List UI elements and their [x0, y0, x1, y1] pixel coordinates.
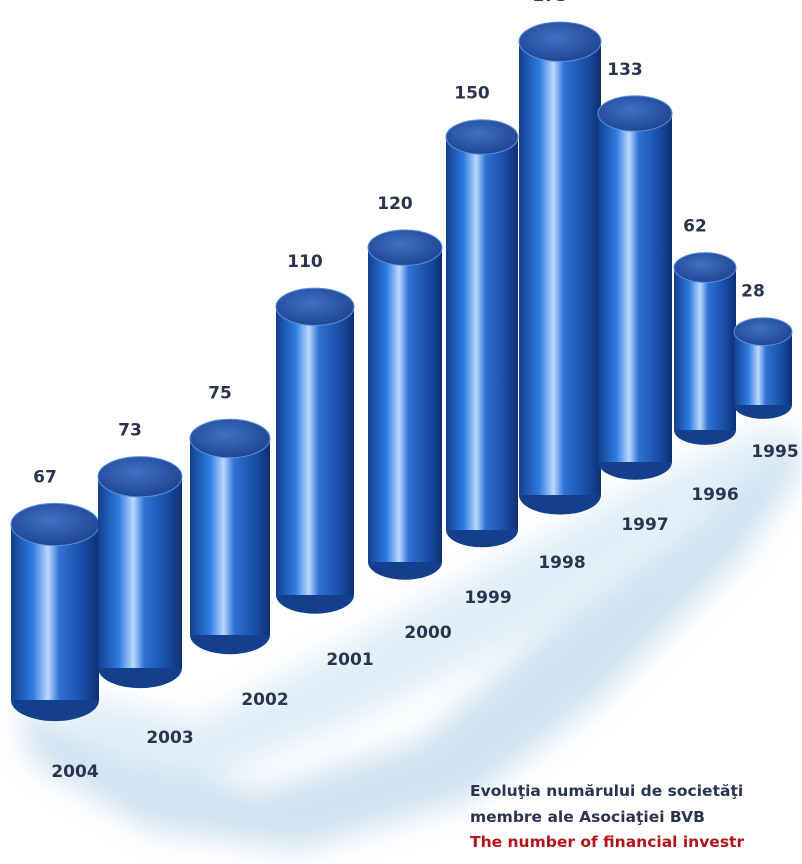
x-tick-label: 1999 — [464, 588, 511, 608]
caption: The number of financial investr — [470, 833, 744, 851]
cylinder-top — [275, 287, 355, 327]
cylinder-top — [673, 252, 737, 283]
bars: 6720047320037520021102001120200015019991… — [10, 0, 799, 782]
cylinder: 67 2004 — [10, 467, 100, 782]
cylinder-top — [445, 119, 519, 155]
cylinder-top — [189, 418, 271, 459]
bar — [368, 247, 442, 562]
cylinder-top — [367, 229, 443, 266]
bar — [674, 267, 736, 430]
value-label: 75 — [208, 383, 232, 403]
x-tick-label: 2001 — [326, 650, 373, 670]
value-label: 120 — [377, 194, 413, 214]
value-label: 150 — [454, 84, 490, 104]
cylinder: 62 1996 — [673, 217, 739, 505]
bar — [98, 476, 182, 668]
x-tick-label: 1998 — [538, 553, 585, 573]
x-tick-label: 1996 — [691, 485, 738, 505]
cylinder: 120 2000 — [367, 194, 452, 643]
cylinder-top — [597, 95, 673, 132]
cylinder: 110 2001 — [275, 252, 374, 670]
bar — [598, 113, 672, 462]
water-reflection — [20, 420, 802, 850]
x-tick-label: 2002 — [241, 690, 288, 710]
cylinder-top — [518, 21, 602, 62]
cylinder-top — [733, 317, 793, 347]
cylinder-top — [97, 456, 183, 498]
bar — [446, 137, 518, 530]
bar — [276, 306, 354, 595]
cylinder: 28 1995 — [733, 282, 799, 462]
value-label: 73 — [118, 421, 142, 441]
cylinder-top — [10, 502, 100, 547]
value-label: 28 — [741, 282, 765, 302]
value-label: 110 — [287, 252, 323, 272]
bar — [11, 524, 99, 700]
value-label: 173 — [532, 0, 568, 6]
x-tick-label: 2003 — [146, 728, 193, 748]
x-tick-label: 1997 — [621, 515, 668, 535]
caption: membre ale Asociaţiei BVB — [470, 808, 705, 826]
cylinder: 150 1999 — [445, 84, 519, 608]
x-tick-label: 2004 — [51, 762, 98, 782]
cylinder: 133 1997 — [597, 60, 673, 535]
cylinder: 73 2003 — [97, 421, 194, 748]
cylinder: 75 2002 — [189, 383, 289, 710]
value-label: 62 — [683, 217, 707, 237]
x-tick-label: 1995 — [751, 442, 798, 462]
caption: Evoluţia numărului de societăţi — [470, 782, 743, 800]
value-label: 133 — [607, 60, 643, 80]
bar — [519, 41, 601, 496]
value-label: 67 — [33, 467, 57, 487]
cylinder: 173 1998 — [518, 0, 602, 573]
x-tick-label: 2000 — [404, 623, 451, 643]
bar — [190, 438, 270, 635]
